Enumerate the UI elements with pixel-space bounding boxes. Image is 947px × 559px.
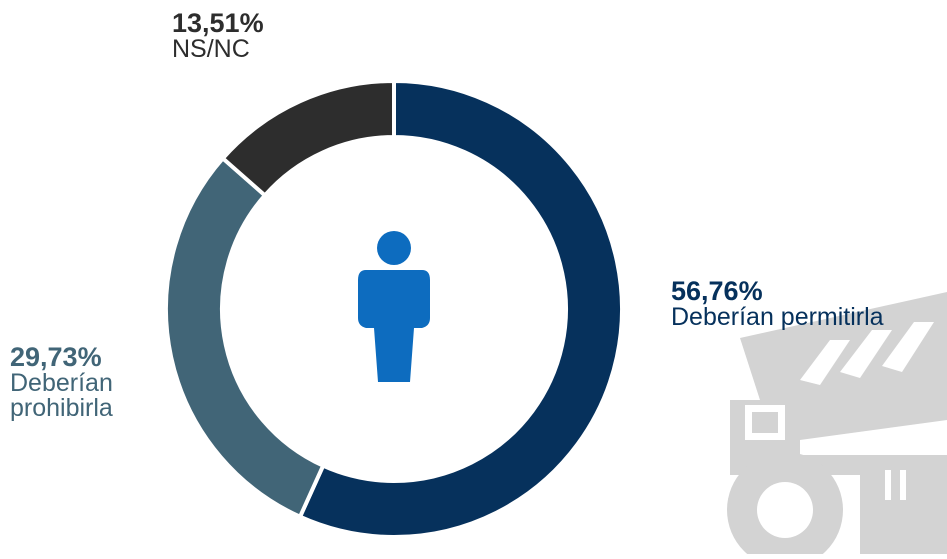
slice-category-prohibir: Deberían prohibirla xyxy=(10,369,113,422)
slice-value-permitir: 56,76% xyxy=(671,276,763,306)
slice-label-permitir: 56,76% Deberían permitirla xyxy=(671,278,884,330)
slice-value-prohibir: 29,73% xyxy=(10,342,102,372)
slice-label-nsnc: 13,51% NS/NC xyxy=(172,10,264,62)
person-icon xyxy=(358,231,430,382)
slice-category-permitir: Deberían permitirla xyxy=(671,303,884,331)
donut-segments xyxy=(164,78,624,539)
mining-truck-icon xyxy=(727,292,947,559)
slice-permitir xyxy=(297,78,624,539)
slice-category-nsnc: NS/NC xyxy=(172,35,250,63)
slice-nsnc xyxy=(220,78,396,199)
slice-prohibir xyxy=(164,155,326,520)
slice-label-prohibir: 29,73% Deberían prohibirla xyxy=(10,344,150,421)
slice-value-nsnc: 13,51% xyxy=(172,8,264,38)
